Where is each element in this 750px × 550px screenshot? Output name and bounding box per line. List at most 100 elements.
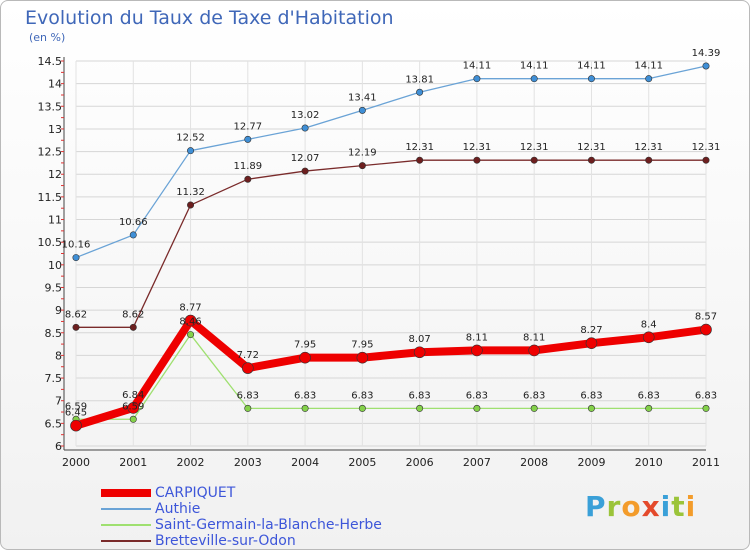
data-label: 6.59	[122, 401, 144, 412]
data-point	[530, 75, 538, 83]
legend-label: CARPIQUET	[155, 485, 236, 501]
data-point	[187, 147, 195, 155]
y-tick-label: 6	[55, 440, 62, 453]
x-tick-label: 2003	[234, 456, 262, 469]
data-point	[301, 124, 309, 132]
proxiti-logo: Proxiti	[585, 490, 696, 523]
data-label: 6.83	[466, 390, 488, 401]
legend-swatch	[101, 508, 151, 510]
x-tick-label: 2000	[62, 456, 90, 469]
x-tick-label: 2007	[463, 456, 491, 469]
data-label: 14.39	[692, 48, 721, 59]
data-point	[587, 404, 595, 412]
x-tick-label: 2010	[635, 456, 663, 469]
data-label: 6.83	[580, 390, 602, 401]
data-point	[585, 337, 598, 349]
data-point	[700, 323, 712, 336]
data-point	[702, 404, 710, 412]
legend-swatch	[101, 489, 151, 497]
data-label: 12.31	[692, 142, 721, 153]
data-point	[242, 362, 254, 374]
y-tick-label: 14	[48, 78, 62, 91]
data-point	[473, 404, 481, 412]
chart-title: Evolution du Taux de Taxe d'Habitation	[25, 7, 394, 29]
data-point	[702, 156, 710, 164]
data-label: 8.07	[409, 334, 431, 345]
data-point	[187, 331, 195, 339]
data-point	[358, 404, 366, 412]
data-point	[301, 167, 309, 175]
data-label: 6.83	[351, 390, 373, 401]
series-line-1	[75, 65, 707, 259]
data-point	[473, 75, 481, 83]
data-label: 6.83	[695, 390, 717, 401]
data-label: 14.11	[463, 61, 492, 72]
data-label: 13.02	[291, 110, 320, 121]
x-tick-label: 2011	[692, 456, 720, 469]
data-point	[358, 162, 366, 170]
data-label: 12.19	[348, 148, 377, 159]
data-point	[129, 415, 137, 423]
data-label: 8.11	[466, 332, 488, 343]
data-point	[184, 314, 197, 327]
series-line-0	[72, 316, 710, 430]
legend-label: Authie	[155, 501, 201, 517]
data-label: 6.45	[65, 408, 87, 419]
data-point	[530, 156, 538, 164]
data-point	[645, 404, 653, 412]
y-tick-label: 10.5	[38, 236, 63, 249]
legend-swatch	[101, 540, 151, 542]
data-label: 14.11	[520, 61, 549, 72]
data-label: 6.83	[409, 390, 431, 401]
data-label: 11.89	[233, 161, 262, 172]
data-point	[299, 351, 311, 364]
data-label: 7.95	[351, 340, 373, 351]
data-label: 8.11	[523, 332, 545, 343]
x-tick-label: 2002	[177, 456, 205, 469]
data-label: 12.77	[233, 121, 262, 132]
data-label: 12.07	[291, 153, 320, 164]
data-point	[416, 156, 424, 164]
data-label: 6.84	[122, 390, 144, 401]
data-label: 6.59	[65, 401, 87, 412]
data-point	[702, 62, 710, 70]
data-label: 12.31	[577, 142, 606, 153]
data-point	[356, 351, 369, 364]
data-label: 12.31	[463, 142, 492, 153]
legend-label: Bretteville-sur-Odon	[155, 533, 296, 549]
data-point	[645, 156, 653, 164]
x-tick-label: 2008	[520, 456, 548, 469]
data-point	[301, 404, 309, 412]
logo-letter: o	[621, 490, 642, 523]
data-point	[358, 106, 366, 114]
data-label: 6.83	[294, 390, 316, 401]
y-tick-label: 9	[55, 304, 62, 317]
logo-letter: x	[641, 490, 661, 523]
data-label: 12.31	[520, 142, 549, 153]
data-label: 14.11	[577, 61, 606, 72]
data-point	[187, 201, 195, 209]
data-point	[530, 404, 538, 412]
x-tick-label: 2004	[291, 456, 319, 469]
y-tick-label: 11.5	[38, 191, 63, 204]
data-point	[642, 331, 655, 344]
data-label: 8.57	[695, 312, 717, 323]
data-label: 8.77	[179, 303, 201, 314]
data-label: 12.31	[634, 142, 663, 153]
y-tick-label: 12.5	[38, 146, 63, 159]
data-label: 8.4	[641, 319, 657, 330]
data-label: 6.83	[237, 390, 259, 401]
x-tick-label: 2001	[119, 456, 147, 469]
y-tick-label: 8.5	[45, 327, 63, 340]
logo-letter: P	[585, 490, 607, 523]
data-point	[645, 75, 653, 83]
unit-label: (en %)	[29, 31, 66, 44]
data-label: 13.41	[348, 92, 377, 103]
y-tick-label: 14.5	[38, 55, 63, 68]
data-point	[587, 156, 595, 164]
data-label: 10.66	[119, 217, 148, 228]
data-label: 11.32	[176, 187, 205, 198]
data-point	[244, 175, 252, 183]
